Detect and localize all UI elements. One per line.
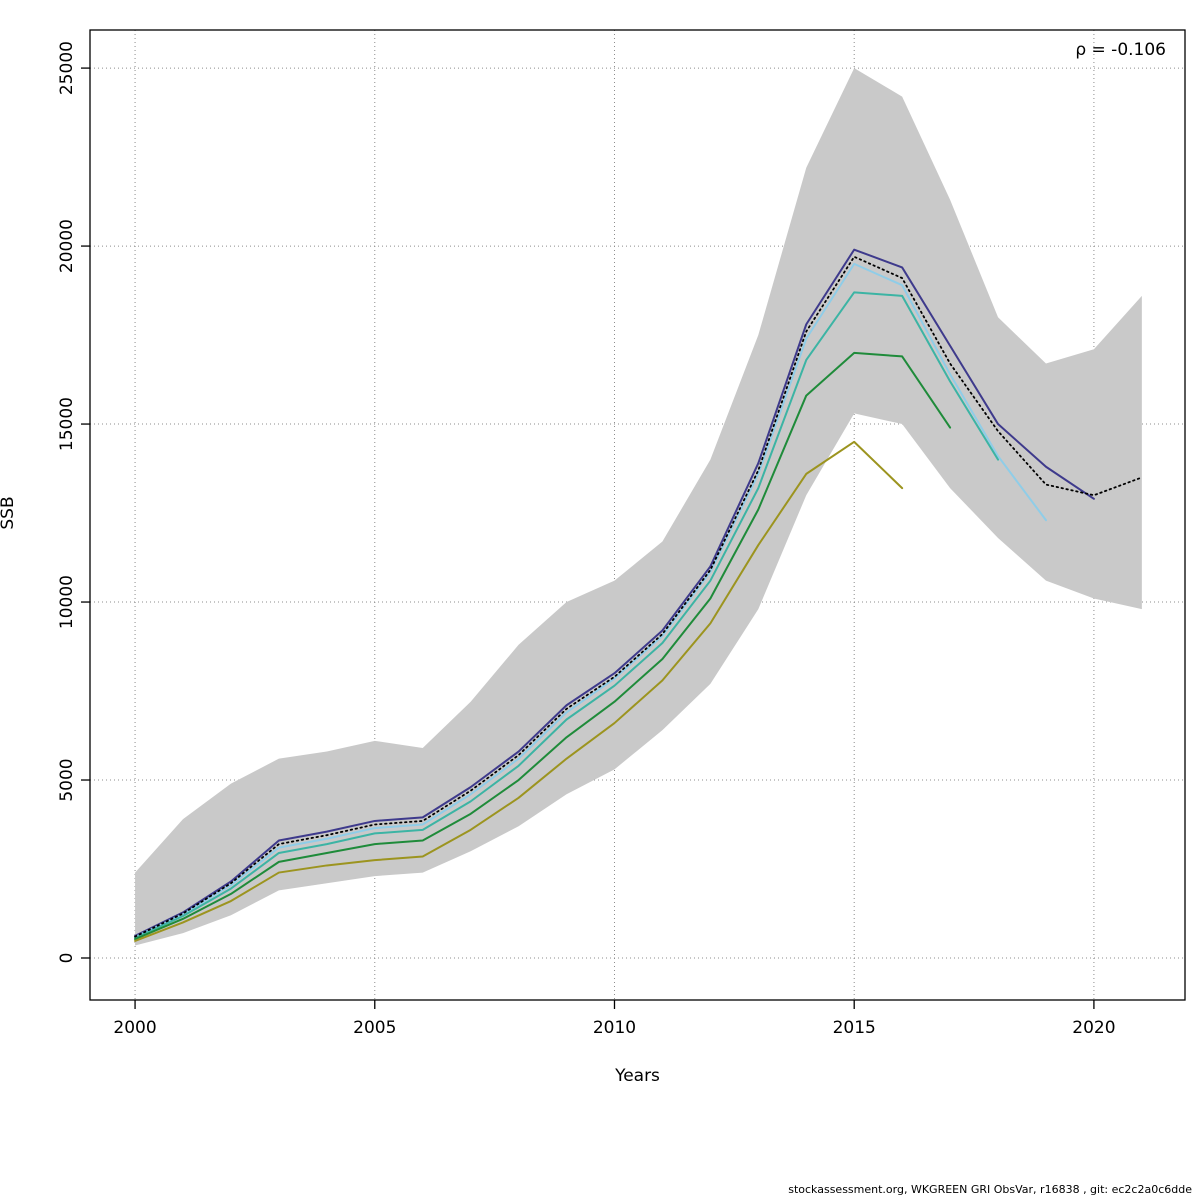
retro-peel-2020 [134, 248, 1095, 937]
x-tick-label: 2015 [833, 1018, 876, 1038]
mohns-rho-annotation: ρ = -0.106 [1075, 40, 1166, 60]
axis-ticks: 2000 2005 2010 2015 2020 0 5000 10000 15000 20000… [57, 41, 1116, 1038]
y-axis-title: SSB [0, 496, 18, 530]
x-tick-label: 2000 [113, 1018, 156, 1038]
footer-caption: stockassessment.org, WKGREEN GRI ObsVar,… [788, 1183, 1192, 1196]
plot-border [89, 29, 1186, 1001]
y-tick-label: 15000 [57, 397, 77, 451]
y-tick-label: 25000 [57, 41, 77, 95]
retro-peel-2017 [134, 351, 952, 941]
retro-peel-2019 [134, 262, 1047, 938]
y-tick-label: 5000 [57, 758, 77, 801]
retro-peel-2018 [134, 291, 1000, 940]
y-tick-label: 20000 [57, 219, 77, 273]
x-tick-label: 2020 [1072, 1018, 1115, 1038]
series-lines [134, 248, 1143, 942]
y-tick-label: 0 [57, 953, 77, 964]
confidence-band [135, 68, 1142, 946]
base-assessment-dotted [134, 255, 1143, 938]
x-axis-title: Years [615, 1066, 660, 1086]
y-tick-label: 10000 [57, 575, 77, 629]
retro-peel-2016 [134, 440, 904, 942]
x-tick-label: 2005 [353, 1018, 396, 1038]
x-tick-label: 2010 [593, 1018, 636, 1038]
